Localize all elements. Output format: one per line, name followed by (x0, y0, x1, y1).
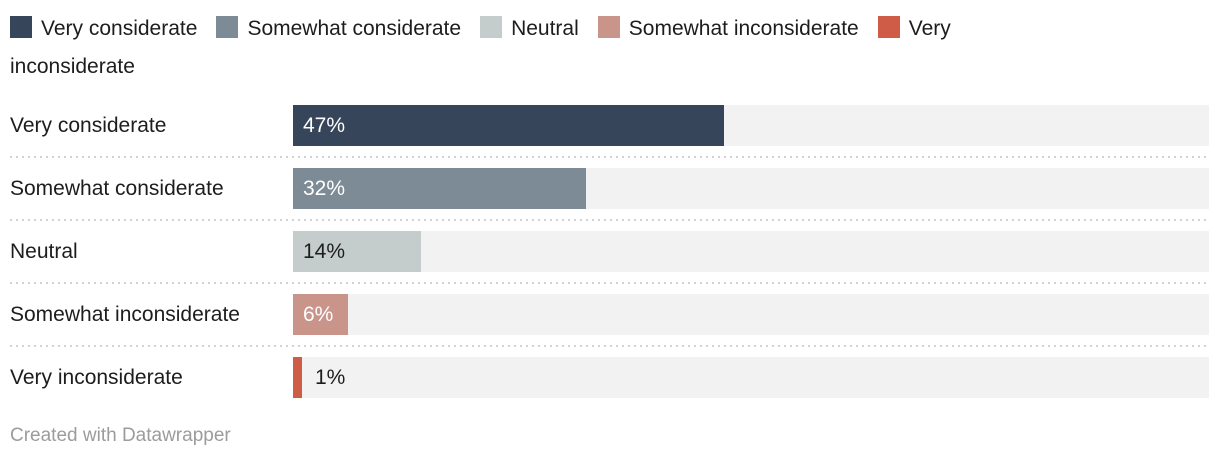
category-label: Neutral (10, 239, 78, 263)
row-separator (10, 345, 1209, 347)
bar-track: 47% (293, 105, 1209, 146)
bar-row-neutral: Neutral 14% (10, 231, 1209, 272)
legend-swatch-very-inconsiderate (877, 16, 900, 38)
legend-swatch-somewhat-inconsiderate (597, 16, 620, 38)
bar-row-very-inconsiderate: Very inconsiderate 1% (10, 357, 1209, 398)
legend-swatch-neutral (480, 16, 503, 38)
row-separator (10, 219, 1209, 221)
legend-item-somewhat-inconsiderate: Somewhat inconsiderate (597, 16, 859, 40)
bar-chart: Very considerate 47% Somewhat considerat… (10, 105, 1209, 398)
legend-label: Very inconsiderate (10, 17, 951, 78)
datawrapper-credit-link[interactable]: Created with Datawrapper (10, 425, 231, 446)
value-label: 47% (303, 113, 346, 137)
legend-label: Somewhat inconsiderate (628, 17, 859, 40)
category-label: Somewhat considerate (10, 176, 224, 200)
bar-track: 6% (293, 294, 1209, 335)
legend-swatch-very-considerate (10, 16, 32, 38)
bar-track: 1% (293, 357, 1209, 398)
bar-very-inconsiderate (293, 357, 303, 398)
category-label: Very considerate (10, 113, 167, 137)
category-label: Very inconsiderate (10, 365, 183, 389)
legend-item-very-inconsiderate: Very inconsiderate (10, 16, 951, 78)
value-label: 1% (315, 365, 346, 389)
bar-very-considerate (293, 105, 724, 146)
bar-row-somewhat-inconsiderate: Somewhat inconsiderate 6% (10, 294, 1209, 335)
legend-label: Somewhat considerate (247, 17, 462, 40)
bar-somewhat-inconsiderate (293, 294, 348, 335)
bar-row-somewhat-considerate: Somewhat considerate 32% (10, 168, 1209, 209)
row-separator (10, 156, 1209, 158)
bar-neutral (293, 231, 422, 272)
legend-label: Neutral (511, 17, 579, 40)
value-label: 6% (303, 302, 334, 326)
legend-item-somewhat-considerate: Somewhat considerate (216, 16, 462, 40)
category-label: Somewhat inconsiderate (10, 302, 240, 326)
legend-swatch-somewhat-considerate (216, 16, 239, 38)
bar-row-very-considerate: Very considerate 47% (10, 105, 1209, 146)
legend: Very considerate Somewhat considerate Neut… (10, 8, 1000, 86)
bar-track: 14% (293, 231, 1209, 272)
legend-label: Very considerate (41, 17, 198, 40)
legend-item-neutral: Neutral (480, 16, 579, 40)
bar-track: 32% (293, 168, 1209, 209)
row-separator (10, 282, 1209, 284)
bar-somewhat-considerate (293, 168, 587, 209)
value-label: 14% (303, 239, 346, 263)
footer: Created with Datawrapper (10, 425, 1209, 447)
legend-item-very-considerate: Very considerate (10, 16, 198, 40)
value-label: 32% (303, 176, 346, 200)
